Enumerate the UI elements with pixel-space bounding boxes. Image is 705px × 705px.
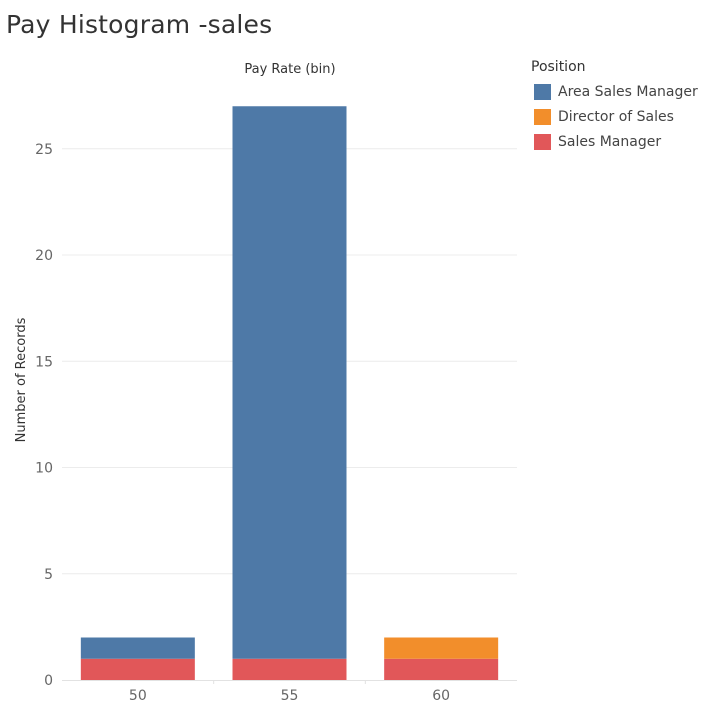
- legend-item-director-of-sales[interactable]: Director of Sales: [531, 104, 698, 129]
- bar-55-sales-manager[interactable]: [232, 658, 347, 680]
- legend-swatch: [534, 133, 551, 150]
- bars: [80, 106, 499, 680]
- bar-50-sales-manager[interactable]: [80, 658, 195, 680]
- legend-title: Position: [531, 59, 586, 75]
- y-tick-label-10: 10: [35, 461, 53, 477]
- y-tick-label-5: 5: [44, 567, 53, 583]
- legend-label: Sales Manager: [558, 133, 662, 150]
- x-axis-title: Pay Rate (bin): [244, 62, 335, 77]
- x-tick-label-50: 50: [129, 688, 147, 704]
- legend-item-sales-manager[interactable]: Sales Manager: [531, 129, 698, 154]
- legend-item-area-sales-manager[interactable]: Area Sales Manager: [531, 79, 698, 104]
- legend-label: Director of Sales: [558, 108, 674, 125]
- chart-title: Pay Histogram -sales: [6, 10, 273, 39]
- legend-swatch: [534, 83, 551, 100]
- legend: Position Area Sales Manager Director of …: [531, 59, 698, 154]
- x-tick-label-60: 60: [432, 688, 450, 704]
- y-tick-label-25: 25: [35, 142, 53, 158]
- bar-55-area-sales-manager[interactable]: [232, 106, 347, 659]
- y-axis-title: Number of Records: [14, 317, 29, 442]
- bar-60-director-of-sales[interactable]: [384, 637, 499, 659]
- legend-swatch: [534, 108, 551, 125]
- y-tick-label-0: 0: [44, 673, 53, 689]
- x-tick-label-55: 55: [281, 688, 299, 704]
- bar-60-sales-manager[interactable]: [384, 658, 499, 680]
- legend-label: Area Sales Manager: [558, 83, 698, 100]
- bar-50-area-sales-manager[interactable]: [80, 637, 195, 659]
- y-tick-label-20: 20: [35, 248, 53, 264]
- y-tick-label-15: 15: [35, 354, 53, 370]
- axes: 0 5 10 15 20 25 50 55 60: [35, 142, 517, 704]
